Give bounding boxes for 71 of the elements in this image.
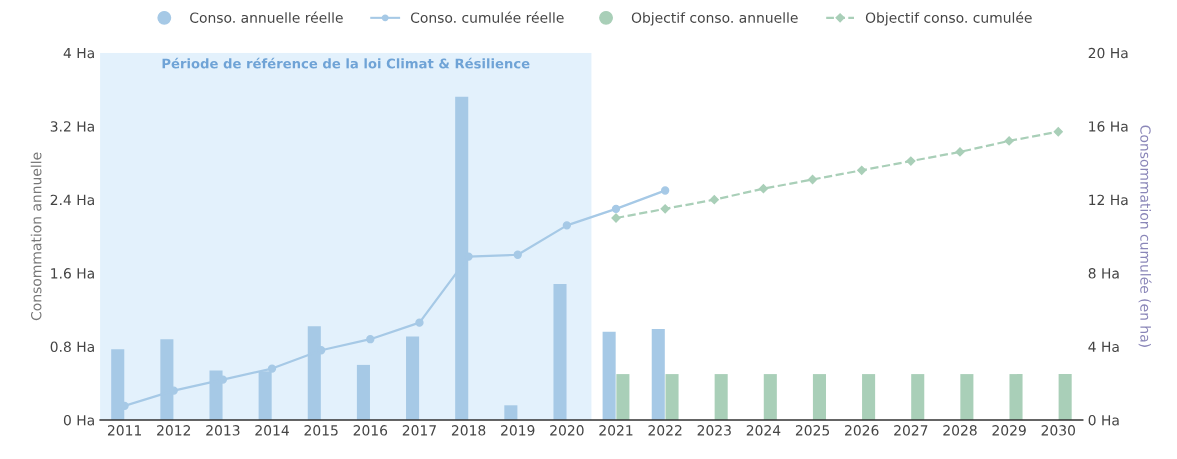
x-tick-label: 2017 bbox=[402, 425, 436, 436]
y2-tick-label: 4 Ha bbox=[1088, 341, 1119, 353]
band-label: Période de référence de la loi Climat & Résilience bbox=[162, 57, 530, 69]
point bbox=[709, 195, 719, 205]
point bbox=[660, 186, 670, 195]
y-tick-label: 3.2 Ha bbox=[50, 121, 94, 132]
point bbox=[857, 165, 867, 175]
x-tick-label: 2015 bbox=[304, 425, 338, 436]
legend-label: Conso. cumulée réelle bbox=[410, 11, 564, 23]
y-tick-label: 1.6 Ha bbox=[51, 268, 94, 279]
bar bbox=[911, 374, 925, 420]
x-tick-label: 2018 bbox=[451, 425, 486, 436]
x-tick-label: 2022 bbox=[648, 425, 682, 436]
bar bbox=[1058, 374, 1072, 420]
x-tick-label: 2023 bbox=[697, 425, 731, 436]
bar bbox=[553, 284, 567, 420]
bar bbox=[1009, 374, 1023, 420]
point bbox=[1053, 127, 1063, 137]
y2-tick-label: 0 Ha bbox=[1088, 414, 1119, 426]
legend-label: Conso. annuelle réelle bbox=[190, 11, 343, 23]
point bbox=[807, 174, 818, 185]
point bbox=[660, 204, 670, 214]
point bbox=[758, 184, 769, 194]
x-tick-label: 2013 bbox=[206, 425, 240, 436]
y2-tick-label: 8 Ha bbox=[1088, 268, 1119, 279]
x-tick-label: 2028 bbox=[943, 425, 977, 436]
x-tick-label: 2021 bbox=[599, 425, 633, 436]
bar bbox=[616, 374, 630, 420]
y-axis-title: Consommation annuelle bbox=[30, 152, 42, 321]
y-tick-label: 4 Ha bbox=[63, 47, 94, 59]
point bbox=[366, 335, 375, 344]
bar bbox=[960, 374, 974, 420]
bar bbox=[763, 374, 777, 420]
x-tick-label: 2016 bbox=[353, 425, 388, 436]
x-tick-label: 2030 bbox=[1041, 425, 1076, 436]
point bbox=[611, 204, 621, 214]
point bbox=[513, 250, 522, 259]
bar bbox=[665, 374, 679, 420]
bar bbox=[406, 336, 420, 420]
x-tick-label: 2014 bbox=[255, 425, 289, 436]
bar bbox=[356, 364, 370, 420]
bar bbox=[651, 329, 665, 420]
point bbox=[267, 364, 277, 373]
y2-tick-label: 16 Ha bbox=[1089, 121, 1128, 132]
y-tick-label: 2.4 Ha bbox=[50, 194, 94, 206]
point bbox=[906, 156, 916, 166]
legend-label: Objectif conso. annuelle bbox=[631, 12, 798, 26]
x-tick-label: 2024 bbox=[746, 425, 781, 436]
legend-label: Objectif conso. cumulée bbox=[865, 11, 1032, 26]
x-tick-label: 2027 bbox=[894, 425, 928, 436]
y2-axis-title: Consommation cumulée (en ha) bbox=[1138, 125, 1152, 347]
y2-tick-label: 20 Ha bbox=[1088, 47, 1128, 59]
x-tick-label: 2012 bbox=[157, 425, 191, 436]
x-tick-label: 2020 bbox=[550, 425, 584, 436]
y2-tick-label: 12 Ha bbox=[1089, 194, 1128, 206]
point bbox=[562, 221, 572, 230]
bar bbox=[812, 374, 826, 420]
y-tick-label: 0.8 Ha bbox=[50, 341, 94, 353]
point bbox=[415, 318, 424, 327]
bar bbox=[504, 405, 518, 420]
bar bbox=[714, 374, 728, 420]
bar bbox=[602, 331, 616, 420]
x-tick-label: 2025 bbox=[795, 425, 830, 436]
bar bbox=[111, 349, 125, 420]
bar bbox=[862, 374, 876, 420]
x-tick-label: 2026 bbox=[845, 425, 879, 436]
x-tick-label: 2019 bbox=[501, 425, 535, 436]
y-tick-label: 0 Ha bbox=[63, 414, 94, 426]
x-tick-label: 2029 bbox=[992, 425, 1026, 436]
point bbox=[1004, 136, 1014, 146]
x-tick-label: 2011 bbox=[107, 425, 142, 436]
